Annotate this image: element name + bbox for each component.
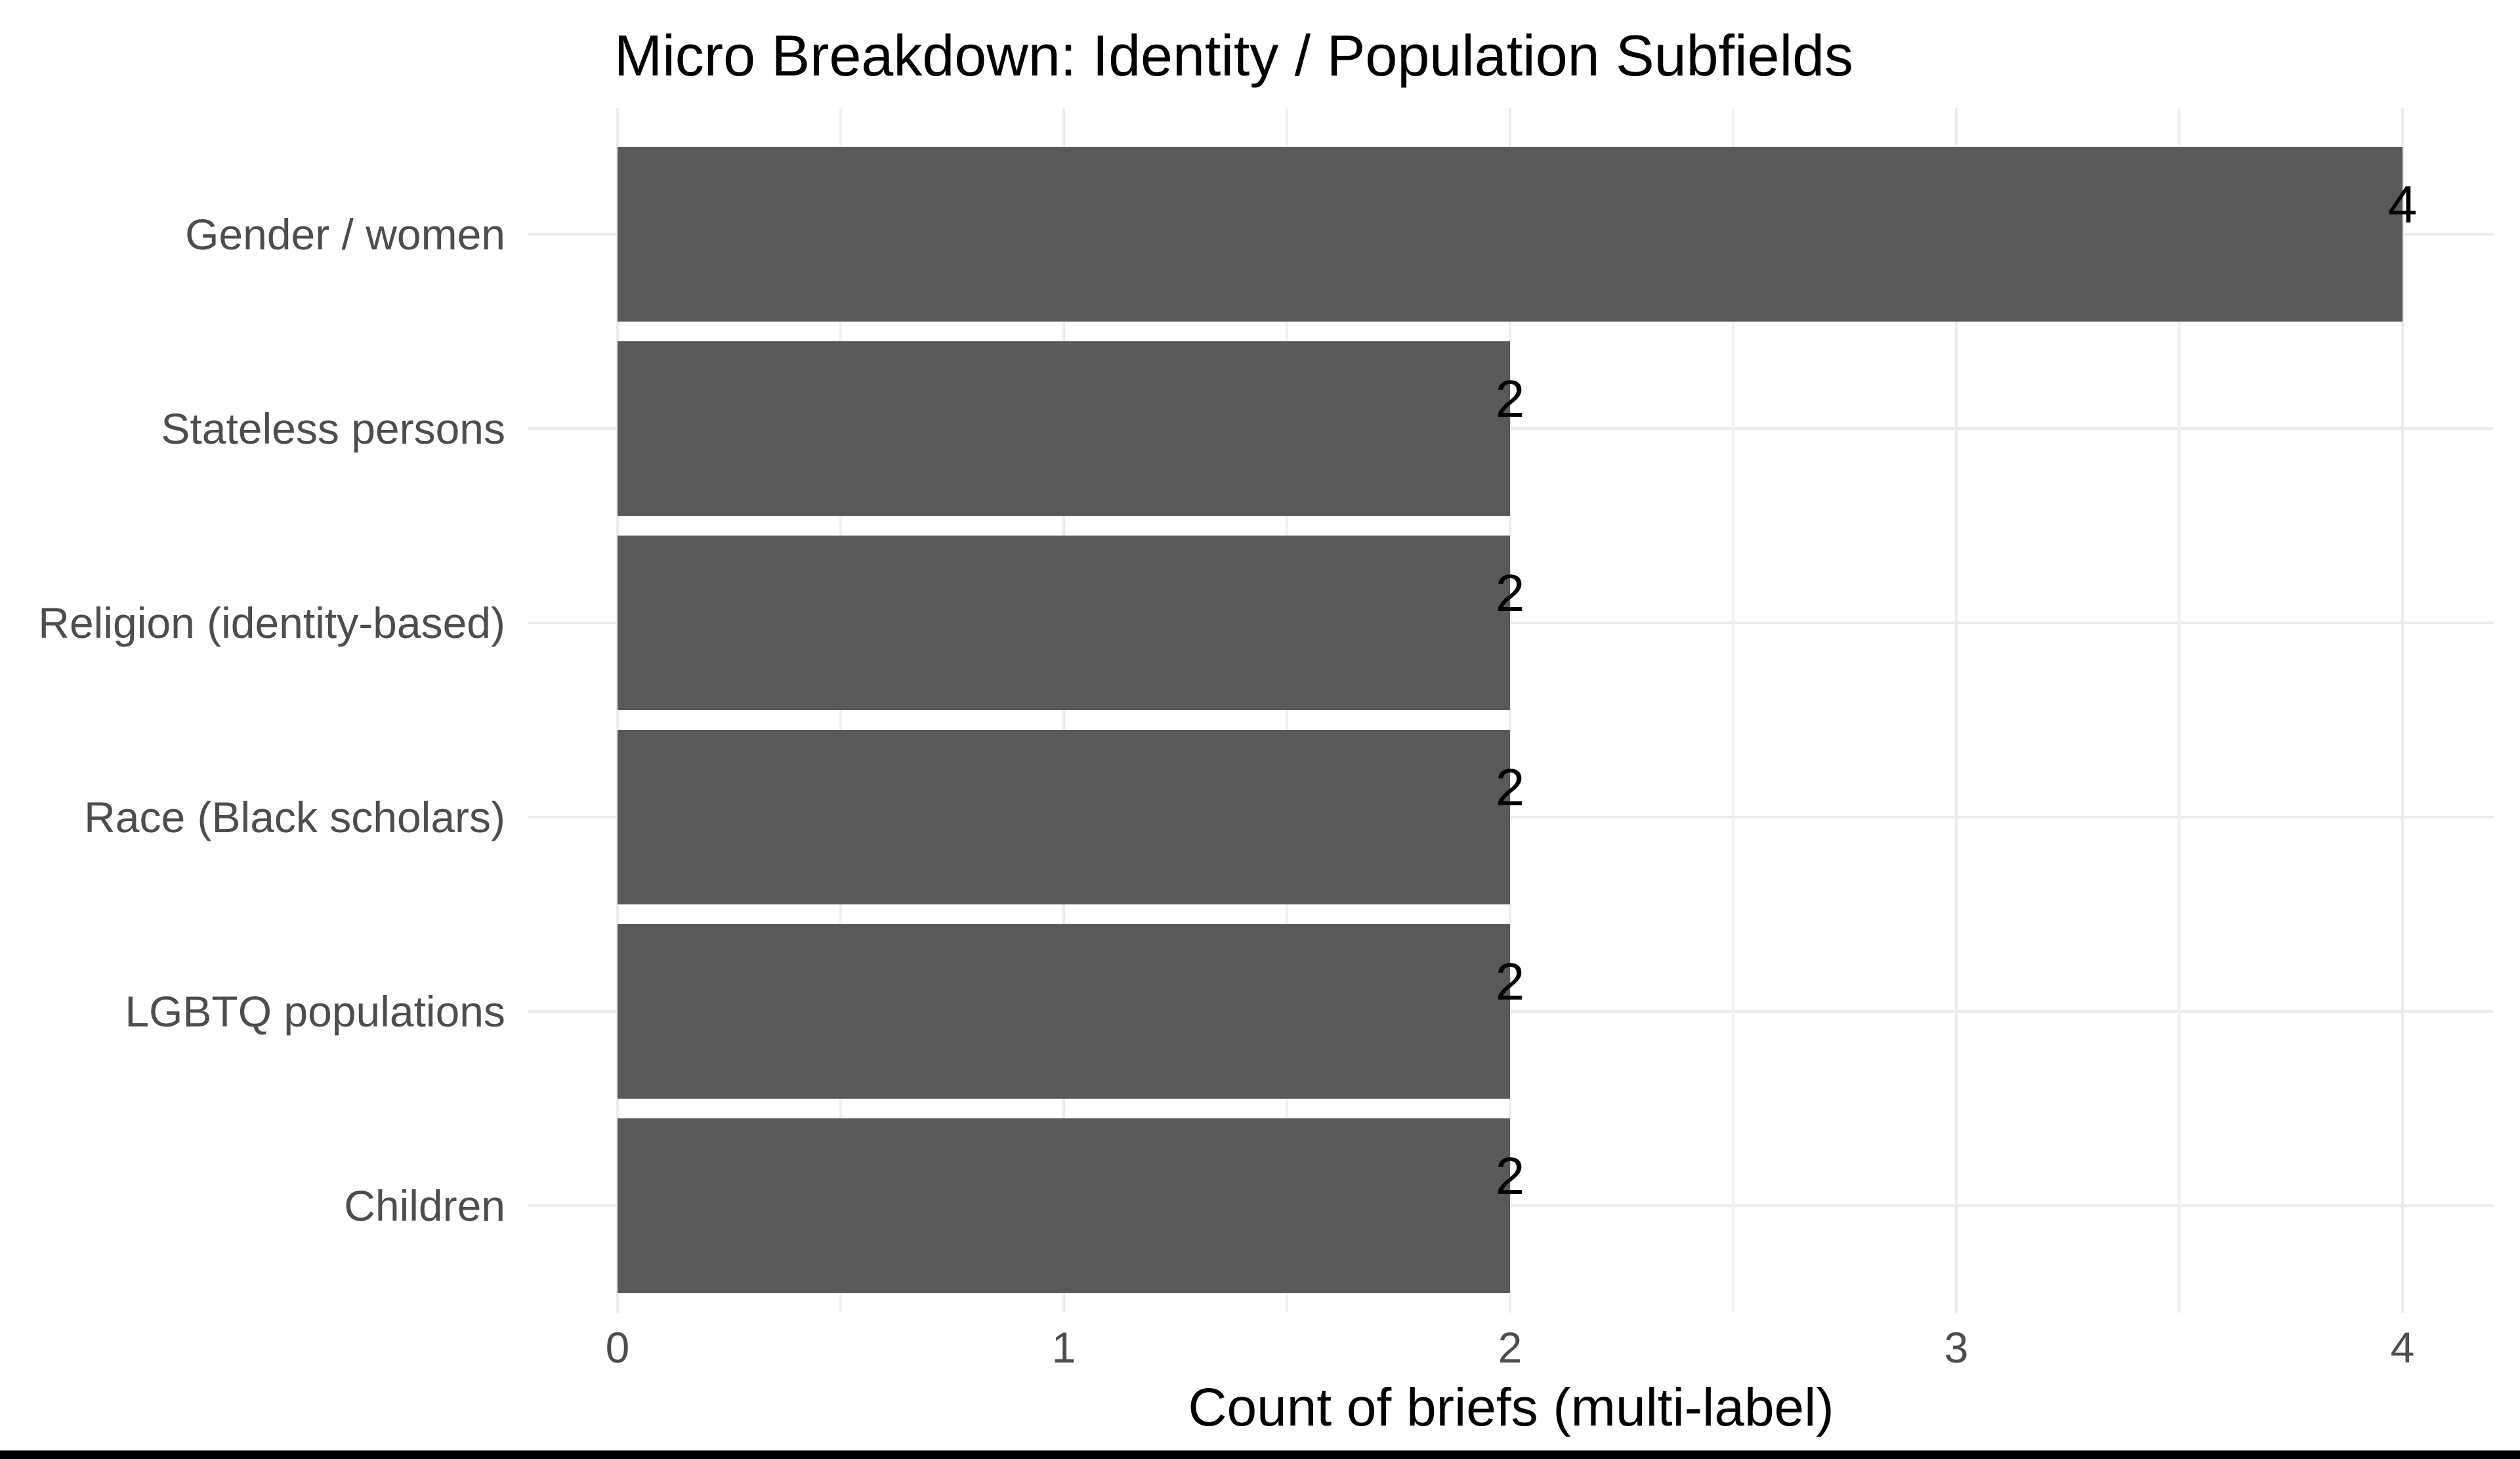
bar [618, 730, 1510, 904]
plot-panel: 4 2 2 2 2 2 [528, 108, 2494, 1313]
chart-title: Micro Breakdown: Identity / Population S… [614, 23, 1854, 88]
figure-bottom-border [0, 1450, 2520, 1459]
x-axis-tick-label: 4 [2390, 1323, 2415, 1372]
y-axis-label: Stateless persons [161, 404, 505, 453]
bar-value-label: 4 [2387, 175, 2418, 234]
y-axis-label: Race (Black scholars) [84, 793, 505, 841]
y-axis-label: Gender / women [185, 210, 505, 259]
gridline-vertical-major [2401, 108, 2404, 1313]
x-axis-tick-label: 2 [1498, 1323, 1522, 1372]
bar-value-label: 2 [1495, 564, 1525, 622]
x-axis-title: Count of briefs (multi-label) [1188, 1378, 1834, 1437]
y-axis-label: Religion (identity-based) [38, 599, 505, 647]
bar-value-label: 2 [1495, 370, 1525, 428]
x-axis-tick-label: 1 [1051, 1323, 1076, 1372]
bar [618, 147, 2403, 322]
gridline-vertical-major [1509, 108, 1511, 1313]
x-axis-tick-label: 0 [605, 1323, 630, 1372]
bar-value-label: 2 [1495, 1147, 1525, 1205]
gridline-vertical-minor [839, 108, 842, 1313]
gridline-vertical-minor [2178, 108, 2181, 1313]
gridline-vertical-minor [1732, 108, 1734, 1313]
y-axis-labels: Gender / women Stateless persons Religion … [0, 108, 505, 1313]
bar-value-label: 2 [1495, 758, 1525, 816]
x-axis-tick-label: 3 [1944, 1323, 1969, 1372]
gridline-vertical-major [616, 108, 619, 1313]
bar [618, 536, 1510, 710]
gridline-vertical-major [1955, 108, 1958, 1313]
y-axis-label: LGBTQ populations [125, 987, 505, 1036]
bar [618, 341, 1510, 516]
bar [618, 924, 1510, 1099]
gridline-vertical-minor [1286, 108, 1288, 1313]
bar [618, 1118, 1510, 1293]
gridline-vertical-major [1062, 108, 1065, 1313]
y-axis-label: Children [344, 1181, 505, 1230]
bar-value-label: 2 [1495, 952, 1525, 1011]
